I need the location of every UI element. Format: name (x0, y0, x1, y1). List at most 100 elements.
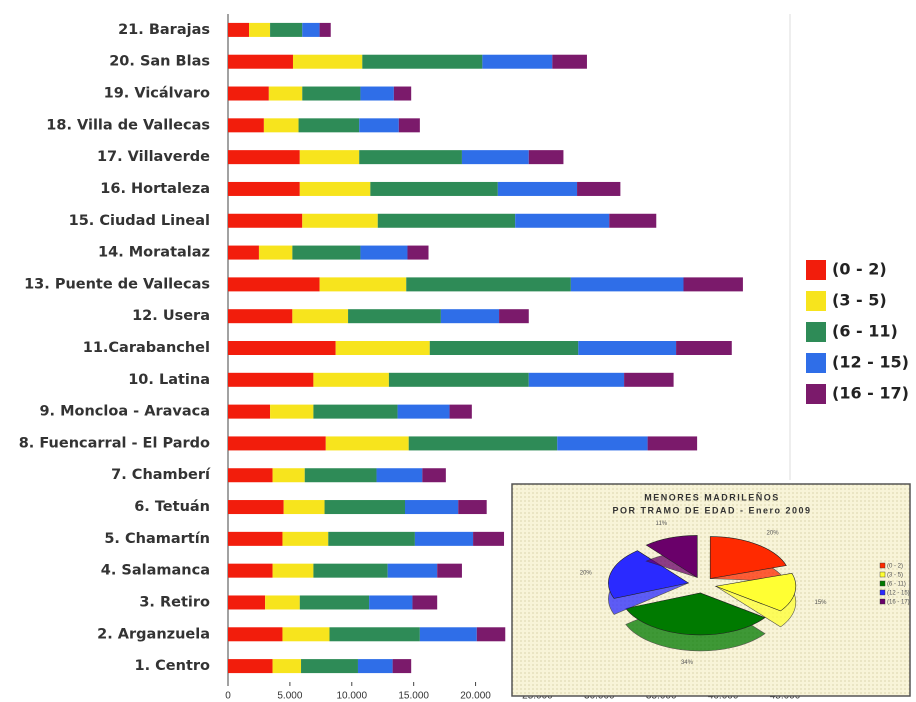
bar-segment (407, 245, 429, 260)
bar-segment (377, 213, 516, 228)
pie-slice (709, 536, 787, 579)
bar-segment (319, 22, 331, 37)
bar-segment (392, 659, 412, 674)
y-tick-label: 20. San Blas (109, 54, 210, 70)
bar-segment (228, 150, 300, 165)
bar-segment (647, 436, 698, 451)
bar-segment (270, 22, 303, 37)
y-tick-label: 16. Hortaleza (100, 181, 210, 197)
bar-segment (515, 213, 610, 228)
x-tick-label: 0 (225, 691, 231, 702)
bar-segment (429, 341, 579, 355)
pie-legend-swatch (879, 580, 886, 587)
pie-slice (714, 572, 797, 612)
bar-segment (228, 627, 283, 642)
bar-segment (557, 436, 648, 451)
bar-segment (228, 181, 300, 196)
y-tick-label: 21. Barajas (118, 22, 210, 38)
y-tick-label: 4. Salamanca (101, 563, 210, 579)
bar-segment (577, 181, 621, 196)
bar-segment (405, 500, 459, 515)
bar-segment (348, 309, 441, 324)
pie-value-label: 15% (815, 600, 828, 606)
y-tick-label: 6. Tetuán (134, 499, 210, 515)
x-tick-label: 20.000 (460, 691, 491, 702)
bar-segment (387, 563, 438, 578)
bar-segment (325, 436, 409, 451)
bar-segment (228, 277, 320, 292)
pie-legend-label: (6 - 11) (887, 582, 906, 588)
bar-segment (228, 22, 250, 37)
bar-segment (676, 341, 732, 355)
bar-segment (369, 595, 413, 610)
bar-segment (292, 245, 361, 260)
bar-segment (362, 54, 483, 69)
pie-title: MENORES MADRILEÑOS (644, 492, 780, 502)
bar-segment (258, 245, 293, 260)
bar-segment (528, 372, 625, 387)
pie-legend-swatch (879, 598, 886, 605)
bar-segment (393, 86, 412, 101)
bar-segment (298, 118, 360, 133)
bar-segment (228, 436, 326, 451)
legend-swatch (806, 291, 826, 311)
pie-value-label: 20% (580, 571, 593, 577)
y-tick-label: 9. Moncloa - Aravaca (39, 404, 210, 420)
bar-segment (414, 531, 474, 546)
bar-segment (249, 22, 271, 37)
legend-swatch (806, 322, 826, 342)
bar-segment (228, 86, 269, 101)
bar-segment (302, 22, 320, 37)
bar-segment (552, 54, 587, 69)
legend-swatch (806, 260, 826, 280)
y-tick-label: 18. Villa de Vallecas (46, 117, 210, 133)
bar-segment (324, 500, 406, 515)
bar-segment (357, 659, 393, 674)
bar-segment (228, 468, 273, 483)
pie-legend-label: (3 - 5) (887, 573, 903, 579)
bar-segment (406, 277, 571, 292)
pie-value-label: 34% (681, 660, 694, 666)
bar-segment (228, 54, 293, 69)
bar-segment (263, 118, 299, 133)
bar-segment (228, 341, 336, 355)
bar-segment (228, 213, 303, 228)
y-tick-label: 13. Puente de Vallecas (24, 276, 210, 292)
bar-segment (304, 468, 377, 483)
bar-segment (440, 309, 500, 324)
y-tick-label: 10. Latina (128, 372, 210, 388)
pie-inset: MENORES MADRILEÑOS POR TRAMO DE EDAD - E… (511, 483, 911, 697)
bar-segment (473, 531, 505, 546)
y-tick-label: 19. Vicálvaro (104, 86, 210, 102)
bar-segment (482, 54, 553, 69)
bar-segment (265, 595, 300, 610)
bar-segment (319, 277, 407, 292)
bar-segment (302, 213, 378, 228)
y-tick-label: 7. Chamberí (111, 467, 211, 483)
bar-segment (272, 563, 314, 578)
bar-segment (437, 563, 462, 578)
bar-segment (329, 627, 420, 642)
y-tick-label: 12. Usera (132, 308, 210, 324)
legend-label: (16 - 17) (832, 384, 909, 403)
bar-segment (376, 468, 423, 483)
bar-segment (313, 372, 389, 387)
bar-segment (408, 436, 558, 451)
y-tick-label: 3. Retiro (139, 594, 210, 610)
bar-segment (412, 595, 438, 610)
bar-segment (301, 659, 358, 674)
bar-segment (272, 659, 302, 674)
bar-segment (422, 468, 446, 483)
bar-segment (570, 277, 684, 292)
bar-segment (359, 150, 462, 165)
bar-segment (476, 627, 506, 642)
bar-segment (335, 341, 430, 355)
bar-segment (272, 468, 305, 483)
bar-segment (228, 309, 293, 324)
bar-segment (292, 54, 363, 69)
bar-segment (461, 150, 529, 165)
legend-label: (0 - 2) (832, 260, 887, 279)
x-tick-label: 5.000 (277, 691, 302, 702)
bar-segment (228, 372, 314, 387)
bar-segment (228, 595, 266, 610)
